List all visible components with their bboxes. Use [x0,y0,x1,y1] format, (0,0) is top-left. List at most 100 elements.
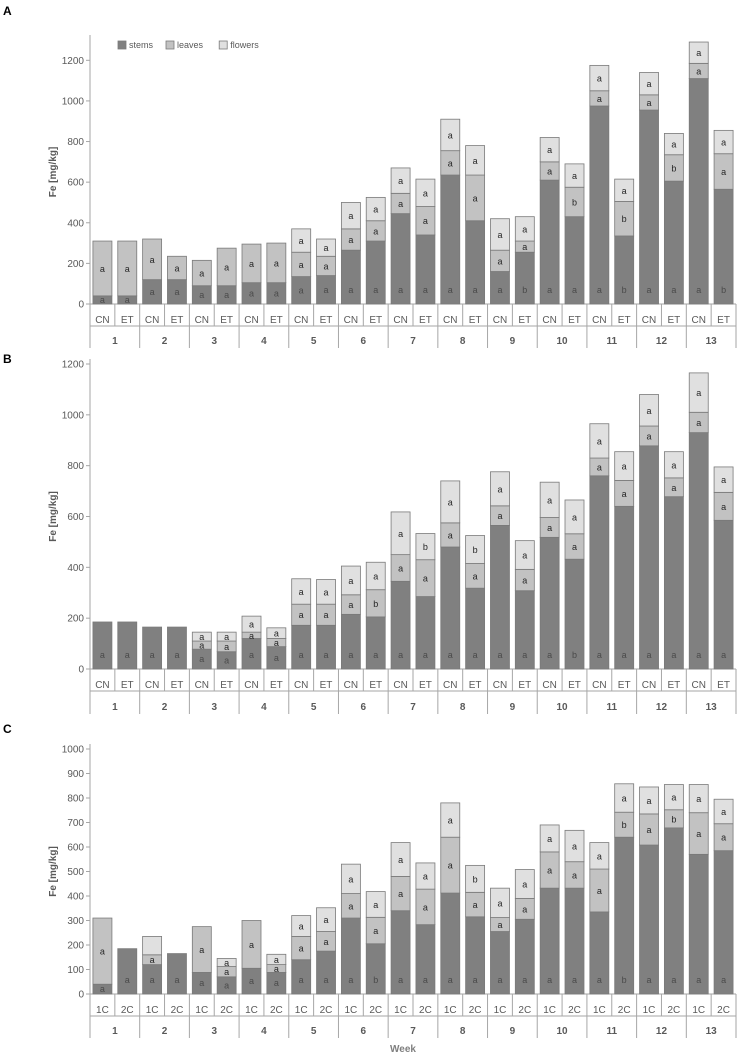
x-group-label: ET [568,680,581,691]
x-group-label: ET [270,315,283,326]
significance-letter-leaves: a [398,889,403,899]
y-tick-label: 100 [67,965,84,976]
bar-segment-leaves [241,920,262,969]
x-group-label: ET [171,315,184,326]
x-group-label: 2C [419,1005,432,1016]
x-group-label: CN [493,680,507,691]
bar-segment-stems [614,836,635,995]
significance-letter-leaves: a [299,610,304,620]
significance-letter-leaves: a [348,901,353,911]
x-week-label: 2 [162,1026,168,1037]
y-tick-label: 400 [67,563,84,574]
bar-segment-flowers [440,802,461,838]
x-week-label: 10 [557,1026,569,1037]
x-group-label: CN [592,680,606,691]
bar-segment-flowers [539,137,560,163]
significance-letter-flowers: a [721,807,726,817]
x-group-label: 2C [369,1005,382,1016]
significance-letter-flowers: a [696,388,701,398]
significance-letter-stems: a [696,285,701,295]
x-week-label: 7 [410,1026,416,1037]
bar-segment-flowers [564,829,585,863]
significance-letter-stems: b [373,975,378,985]
x-week-label: 1 [112,336,118,347]
significance-letter-stems: a [547,650,552,660]
bar-segment-stems [340,613,361,670]
bar-segment-stems [167,626,187,670]
bar-segment-flowers [490,471,510,507]
x-week-label: 3 [211,702,217,713]
significance-letter-flowers: a [324,243,329,253]
significance-letter-flowers: a [572,171,577,181]
significance-letter-stems: a [671,975,676,985]
x-group-label: CN [244,680,258,691]
bar-segment-flowers [415,862,436,890]
bar-segment-flowers [713,129,734,155]
significance-letter-leaves: a [398,199,403,209]
significance-letter-flowers: a [373,205,378,215]
significance-letter-leaves: a [299,944,304,954]
significance-letter-leaves: a [274,258,279,268]
significance-letter-flowers: a [448,130,453,140]
bar-segment-stems [514,251,535,305]
x-group-label: 2C [667,1005,680,1016]
bar-segment-stems [365,943,386,995]
significance-letter-leaves: a [647,98,652,108]
significance-letter-stems: a [597,285,602,295]
x-week-label: 2 [162,702,168,713]
significance-letter-stems: a [721,975,726,985]
significance-letter-flowers: a [497,898,502,908]
x-group-label: 2C [469,1005,482,1016]
significance-letter-leaves: a [671,483,676,493]
significance-letter-stems: a [174,975,179,985]
significance-letter-leaves: a [224,967,229,977]
x-week-label: 1 [112,1026,118,1037]
significance-letter-stems: a [224,980,229,990]
significance-letter-leaves: a [696,418,701,428]
bar-segment-stems [167,953,187,995]
bar-segment-flowers [316,907,336,932]
legend-swatch-leaves [165,40,175,50]
y-axis-label: Fe [mg/kg] [48,491,59,542]
significance-letter-stems: a [348,650,353,660]
bar-segment-leaves [241,243,262,284]
bar-segment-stems [713,519,734,670]
significance-letter-flowers: a [274,955,279,965]
x-group-label: ET [320,680,333,691]
bar-segment-stems [663,496,684,670]
significance-letter-stems: a [497,650,502,660]
significance-letter-stems: a [100,984,105,994]
x-week-label: 3 [211,1026,217,1037]
x-group-label: 2C [568,1005,581,1016]
significance-letter-stems: a [348,285,353,295]
bar-segment-flowers [465,145,486,176]
significance-letter-leaves: a [473,571,478,581]
significance-letter-leaves: a [448,530,453,540]
x-week-label: 6 [361,1026,367,1037]
x-group-label: ET [419,680,432,691]
significance-letter-flowers: a [721,475,726,485]
x-group-label: 1C [195,1005,208,1016]
significance-letter-stems: b [622,975,627,985]
significance-letter-flowers: a [671,140,676,150]
bar-segment-stems [688,853,709,995]
x-group-label: ET [121,680,134,691]
bar-segment-stems [340,249,361,305]
x-week-label: 5 [311,702,317,713]
bar-segment-flowers [316,238,336,257]
significance-letter-flowers: a [299,587,304,597]
x-week-label: 8 [460,1026,466,1037]
bar-segment-flowers [614,451,635,481]
bar-segment-flowers [390,511,411,556]
x-group-label: ET [568,315,581,326]
bar-segment-flowers [639,72,659,96]
x-week-label: 5 [311,1026,317,1037]
bar-segment-flowers [191,631,212,642]
significance-letter-stems: a [373,650,378,660]
significance-letter-leaves: a [597,94,602,104]
significance-letter-leaves: a [522,242,527,252]
x-group-label: CN [642,680,656,691]
x-week-label: 10 [557,336,569,347]
significance-letter-stems: a [299,975,304,985]
bar-segment-flowers [216,631,237,642]
